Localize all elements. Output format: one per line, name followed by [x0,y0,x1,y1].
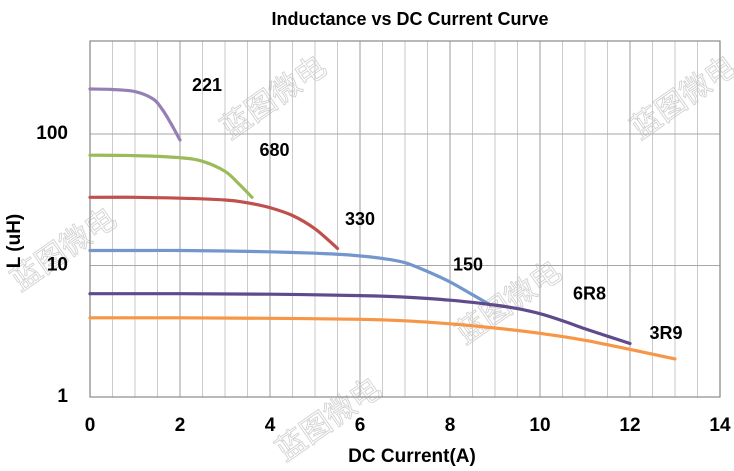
x-axis-label: DC Current(A) [348,446,476,467]
series-label-330: 330 [345,209,375,229]
series-label-3r9: 3R9 [649,323,682,343]
x-tick-label: 4 [265,415,276,436]
x-tick-label: 14 [709,415,731,436]
y-tick-label: 100 [36,123,68,144]
series-label-150: 150 [453,254,483,274]
series-label-221: 221 [192,75,222,95]
x-tick-label: 6 [355,415,366,436]
series-line-680 [88,153,254,199]
series-line-150 [88,248,493,307]
x-axis-ticks: 0 2 4 6 8 10 12 14 [85,415,731,436]
x-tick-label: 0 [85,415,96,436]
series-line-6r8 [88,292,632,346]
series-line-330 [88,195,340,250]
plot-border [89,40,721,398]
watermark-text: 蓝图微电 [625,49,734,146]
x-tick-label: 2 [175,415,186,436]
series-label-6r8: 6R8 [573,283,606,303]
series-line-3r9 [88,316,677,361]
y-axis-label: L (uH) [4,214,25,269]
series-label-680: 680 [259,140,289,160]
x-tick-label: 10 [529,415,550,436]
y-tick-label: 1 [57,386,68,407]
x-tick-label: 12 [619,415,640,436]
y-tick-label: 10 [47,255,68,276]
series-line-221 [88,87,182,142]
series-labels: 221 680 330 150 6R8 3R9 [192,75,683,343]
y-axis-ticks: 1 10 100 [36,123,68,407]
x-tick-label: 8 [445,415,456,436]
series-layer [88,87,677,361]
plot-frame [89,40,721,398]
chart-title: Inductance vs DC Current Curve [271,9,548,29]
